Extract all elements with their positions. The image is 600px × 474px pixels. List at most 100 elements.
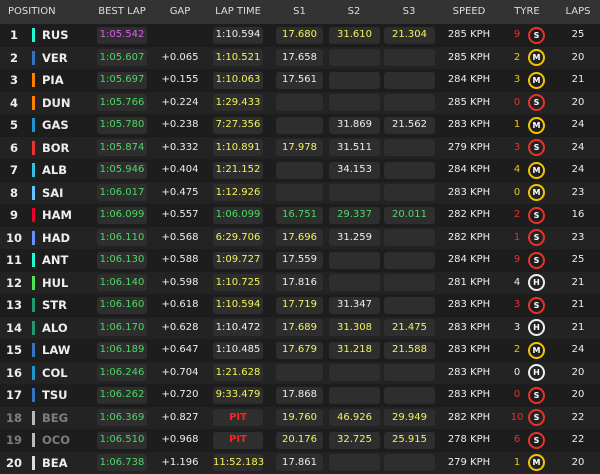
sector-3: 21.562 [392,119,427,130]
best-lap: 1:06.246 [99,366,145,378]
sector-2: 31.869 [337,119,372,130]
tyre-compound: S [528,206,545,224]
sector-2: 31.511 [337,141,372,153]
best-lap: 1:06.262 [99,389,145,400]
driver-code: LAW [42,343,71,357]
speed: 283 KPH [447,186,491,198]
lap-time: 1:10.485 [215,344,261,355]
best-lap-box: 1:05.607 [97,49,147,66]
tyre-age: 9 [513,29,521,40]
position: 10 [5,230,22,245]
tyre-age: 0 [513,186,521,198]
column-header: GAP [169,6,191,17]
position: 17 [5,388,22,402]
gap: +0.618 [161,299,199,310]
tyre-compound: S [528,386,545,404]
speed: 283 KPH [447,344,491,355]
speed: 285 KPH [447,96,491,108]
lap-time: 1:21.152 [215,164,261,175]
best-lap: 1:05.874 [99,141,145,153]
driver-row: 13 STR 1:06.160 +0.618 1:10.594 17.719 31.347 2… [0,294,600,316]
driver-code: HUL [42,275,69,290]
sector-2-box: 32.725 [329,431,380,449]
best-lap: 1:06.140 [99,276,145,288]
position: 7 [9,163,18,177]
driver-code: STR [42,298,67,312]
best-lap-box: 1:06.110 [97,229,147,246]
sector-3-box: 21.304 [384,26,435,44]
tyre-age: 4 [513,276,521,288]
gap: +0.598 [161,276,199,288]
sector-3-box [384,49,435,66]
driver-row: 17 TSU 1:06.262 +0.720 9:33.479 17.868 283 KPH… [0,384,600,406]
best-lap: 1:05.607 [99,51,145,63]
sector-2: 32.725 [337,434,372,445]
best-lap-box: 1:05.946 [97,161,147,179]
lap-time-box: 6:29.706 [213,229,263,246]
sector-1-box [276,116,323,134]
lap-time: 1:21.628 [215,366,261,378]
tyre-age: 3 [513,74,521,85]
tyre-compound: M [528,49,545,66]
best-lap-box: 1:06.140 [97,274,147,291]
sector-1: 17.719 [282,299,317,310]
sector-1-box: 17.816 [276,274,323,291]
lap-time-box: 1:29.433 [213,94,263,111]
best-lap-box: 1:06.189 [97,341,147,359]
sector-1: 17.978 [282,141,317,153]
gap: +0.238 [161,119,199,130]
speed: 282 KPH [447,209,491,220]
laps: 22 [571,434,585,445]
team-color [32,28,35,42]
driver-code: TSU [42,388,68,402]
team-color [32,455,35,470]
sector-3-box: 21.475 [384,319,435,336]
sector-1-box [276,364,323,381]
sector-3-box: 29.949 [384,409,435,426]
gap: +0.647 [161,344,199,355]
column-header: S3 [402,6,416,17]
lap-time-box: 1:09.727 [213,251,263,269]
lap-time-box: 1:10.521 [213,49,263,66]
sector-3-box [384,161,435,179]
tyre-age: 0 [513,366,521,378]
driver-row: 1 RUS 1:05.542 1:10.594 17.680 31.610 21.304 28… [0,24,600,46]
laps: 22 [571,411,585,423]
tyre-age: 3 [513,299,521,310]
laps: 21 [571,276,585,288]
tyre-age: 0 [513,96,521,108]
gap: +1.196 [161,456,199,468]
lap-time: 1:10.594 [215,29,261,40]
lap-time: PIT [229,411,247,423]
position: 4 [9,95,18,110]
sector-3-box [384,139,435,156]
sector-1: 16.751 [282,209,317,220]
lap-time: 1:10.594 [215,299,261,310]
best-lap: 1:06.189 [99,344,145,355]
tyre-age: 10 [510,411,524,423]
driver-code: PIA [42,73,64,87]
sector-2: 31.610 [337,29,372,40]
sector-1: 17.816 [282,276,317,288]
sector-1: 17.679 [282,344,317,355]
best-lap-box: 1:06.160 [97,296,147,314]
position: 14 [5,320,22,335]
sector-3: 21.475 [392,321,427,333]
tyre-age: 1 [513,231,521,243]
gap: +0.568 [161,231,199,243]
speed: 284 KPH [447,164,491,175]
driver-code: ALO [42,320,68,335]
team-color [32,73,35,87]
driver-row: 7 ALB 1:05.946 +0.404 1:21.152 34.153 284 KPH 4… [0,159,600,181]
column-header: S2 [347,6,361,17]
team-color [32,95,35,110]
speed: 279 KPH [447,456,491,468]
driver-code: VER [42,50,68,65]
gap: +0.332 [161,141,199,153]
speed: 283 KPH [447,366,491,378]
driver-code: ALB [42,163,67,177]
sector-3: 20.011 [392,209,427,220]
driver-row: 12 HUL 1:06.140 +0.598 1:10.725 17.816 281 KPH… [0,271,600,294]
gap: +0.155 [161,74,199,85]
